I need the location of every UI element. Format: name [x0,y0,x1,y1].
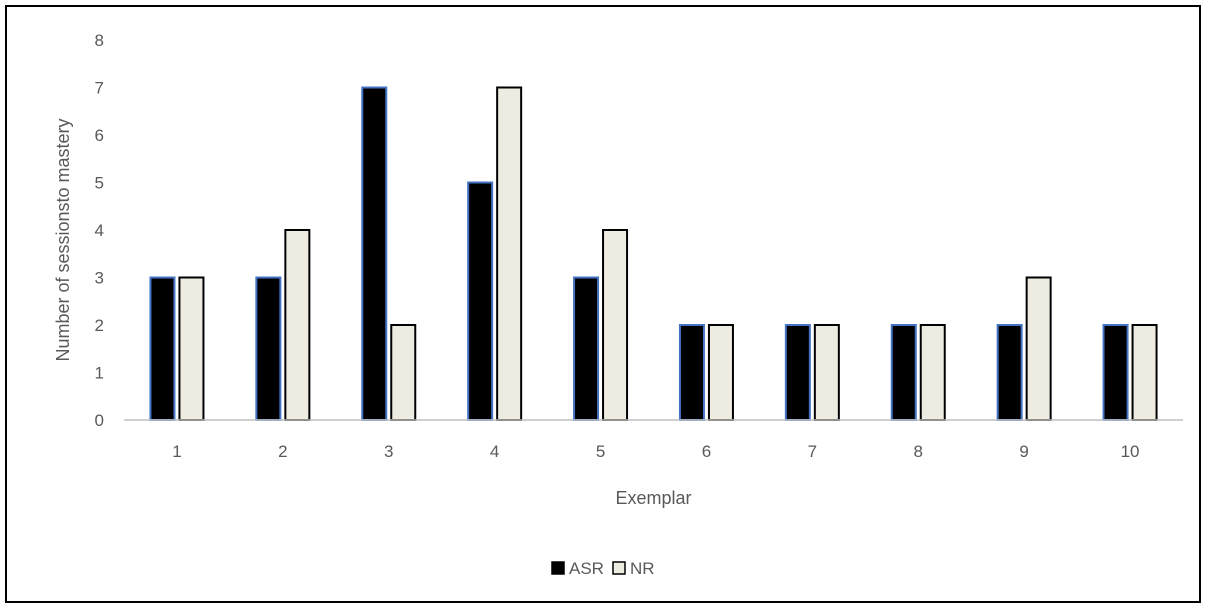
x-tick-label: 2 [278,442,287,461]
x-axis-title: Exemplar [615,488,691,508]
bar-asr-10 [1102,324,1129,421]
bar-asr-6 [678,324,705,421]
bar-nr-6 [707,324,734,421]
y-tick-label: 1 [95,364,104,383]
bar-nr-4 [496,86,523,421]
y-tick-label: 7 [95,79,104,98]
x-axis-ticks: 1 2 3 4 5 6 7 8 9 10 [172,442,1139,461]
bar-asr-9 [996,324,1023,421]
x-tick-label: 8 [914,442,923,461]
bar-nr-1 [178,276,205,421]
x-tick-label: 6 [702,442,711,461]
bar-asr-3 [361,86,388,421]
bar-nr-10 [1131,324,1158,421]
bar-asr-1 [149,276,176,421]
bar-nr-3 [390,324,417,421]
legend-label-nr: NR [630,559,655,578]
y-tick-label: 4 [95,221,104,240]
bar-nr-7 [813,324,840,421]
y-tick-label: 3 [95,269,104,288]
bars-group [149,86,1158,421]
bar-nr-8 [919,324,946,421]
chart-frame: 0 1 2 3 4 5 6 7 8 1 2 3 4 5 6 7 8 9 10 Exemplar Number of… [5,5,1201,603]
bar-chart: 0 1 2 3 4 5 6 7 8 1 2 3 4 5 6 7 8 9 10 Exemplar Number of… [53,31,1183,578]
y-tick-label: 6 [95,126,104,145]
bar-nr-9 [1025,276,1052,421]
legend: ASR NR [551,559,655,578]
bar-nr-2 [284,229,311,421]
y-axis-ticks: 0 1 2 3 4 5 6 7 8 [95,31,104,430]
x-tick-label: 4 [490,442,499,461]
bar-nr-5 [602,229,629,421]
bar-asr-4 [467,181,494,421]
legend-swatch-nr [612,561,626,575]
y-tick-label: 0 [95,411,104,430]
x-tick-label: 7 [808,442,817,461]
y-tick-label: 8 [95,31,104,50]
y-tick-label: 5 [95,174,104,193]
bar-asr-7 [784,324,811,421]
legend-label-asr: ASR [569,559,604,578]
x-tick-label: 3 [384,442,393,461]
legend-swatch-asr [551,561,565,575]
x-tick-label: 9 [1019,442,1028,461]
x-tick-label: 1 [172,442,181,461]
bar-asr-5 [573,276,600,421]
y-tick-label: 2 [95,316,104,335]
y-axis-title: Number of sessionsto mastery [53,118,73,361]
bar-asr-8 [890,324,917,421]
x-tick-label: 10 [1121,442,1140,461]
x-tick-label: 5 [596,442,605,461]
bar-asr-2 [255,276,282,421]
